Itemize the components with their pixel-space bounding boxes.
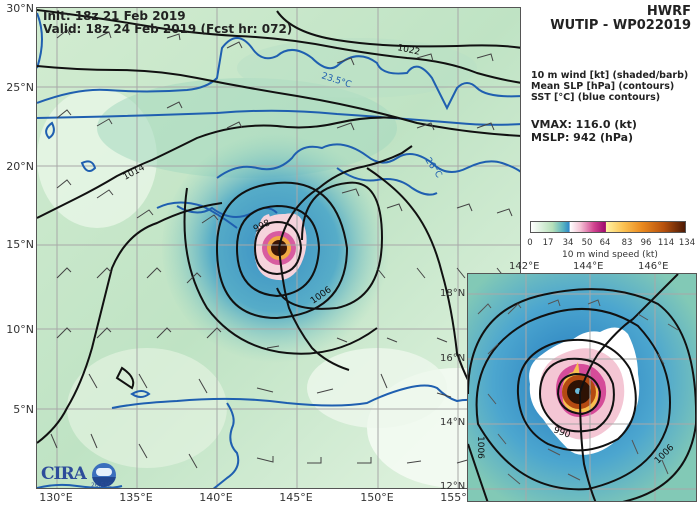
colorbar-label: 10 m wind speed (kt) [562,250,658,260]
cbar-tick-64: 64 [599,238,611,248]
inset-slp-label-1006-left: 1006 [475,436,485,459]
cbar-tick-34: 34 [562,238,574,248]
lon-label-145e: 145°E [279,491,313,504]
inset-wind-plot: 1006 1006 990 [468,274,696,501]
mslp-value: MSLP: 942 (hPa) [531,131,634,144]
cbar-tick-114: 114 [657,238,675,248]
cbar-tick-0: 0 [527,238,533,248]
init-time: Init: 18z 21 Feb 2019 [43,9,186,23]
main-map: 1022 1014 998 1006 23.5°C 26°C 28.5°C [36,7,521,489]
inset-lat-14n: 14°N [440,417,466,428]
inset-lon-146e: 146°E [638,261,669,272]
lon-label-155e: 155°E [440,491,474,504]
legend-slp-desc: Mean SLP [hPa] (contours) [531,81,675,92]
lon-label-130e: 130°E [39,491,73,504]
inset-lat-16n: 16°N [440,353,466,364]
valid-time: Valid: 18z 24 Feb 2019 (Fcst hr: 072) [43,22,293,36]
slp-label-1022: 1022 [396,43,420,58]
cbar-tick-17: 17 [542,238,554,248]
legend-wind-desc: 10 m wind [kt] (shaded/barb) [531,70,689,81]
lat-label-30n: 30°N [6,2,34,15]
storm-title: WUTIP - WP022019 [550,18,691,33]
wind-field-plot: 1022 1014 998 1006 23.5°C 26°C 28.5°C [37,8,520,488]
inset-lat-18n: 18°N [440,288,466,299]
cira-logo-text: CIRA [41,464,87,484]
lat-label-25n: 25°N [6,81,34,94]
cbar-tick-50: 50 [581,238,593,248]
lat-label-20n: 20°N [6,160,34,173]
cira-logo: CIRA [41,464,91,488]
cbar-tick-96: 96 [640,238,652,248]
inset-lon-144e: 144°E [573,261,604,272]
cbar-tick-134: 134 [678,238,696,248]
lon-label-135e: 135°E [119,491,153,504]
lat-label-15n: 15°N [6,238,34,251]
vmax-value: VMAX: 116.0 (kt) [531,118,637,131]
model-title: HWRF [646,4,691,19]
wind-colorbar [530,221,686,233]
cbar-tick-83: 83 [621,238,633,248]
sst-logo-icon [92,463,116,487]
inset-lat-12n: 12°N [440,481,466,492]
legend-sst-desc: SST [°C] (blue contours) [531,92,661,103]
sst-logo-text: 26.5°C [91,482,112,489]
inset-zoom-map: 1006 1006 990 [467,273,697,502]
lat-label-5n: 5°N [13,403,34,416]
lon-label-150e: 150°E [360,491,394,504]
lon-label-140e: 140°E [199,491,233,504]
lat-label-10n: 10°N [6,323,34,336]
inset-lon-142e: 142°E [509,261,540,272]
